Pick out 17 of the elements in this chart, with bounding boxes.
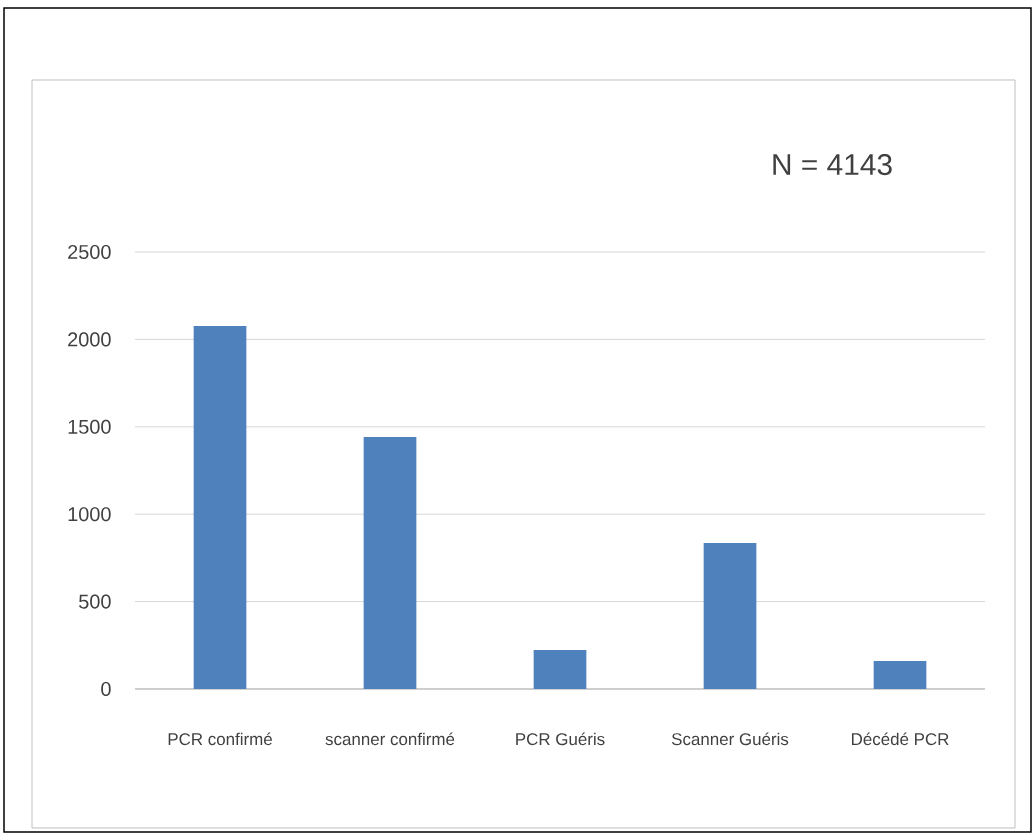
y-tick-label: 1500 <box>68 419 111 434</box>
y-tick-label: 500 <box>79 594 111 609</box>
x-tick-label: Scanner Guéris <box>671 732 789 746</box>
y-tick-label: 0 <box>101 681 111 697</box>
text: N = 4143 <box>773 154 892 176</box>
x-tick-label: Décédé PCR <box>851 732 949 746</box>
x-tick-label: scanner confirmé <box>325 732 455 746</box>
bar <box>703 543 757 689</box>
y-tick-label: 1000 <box>68 507 111 522</box>
x-tick-label: PCR Guéris <box>516 732 605 746</box>
bar <box>873 661 927 689</box>
y-tick-label: 2000 <box>68 332 111 347</box>
bar <box>193 325 247 689</box>
bar <box>363 436 417 689</box>
bar <box>533 650 587 689</box>
x-tick-label: PCR confirmé <box>168 732 272 746</box>
y-tick-label: 2500 <box>68 244 111 260</box>
